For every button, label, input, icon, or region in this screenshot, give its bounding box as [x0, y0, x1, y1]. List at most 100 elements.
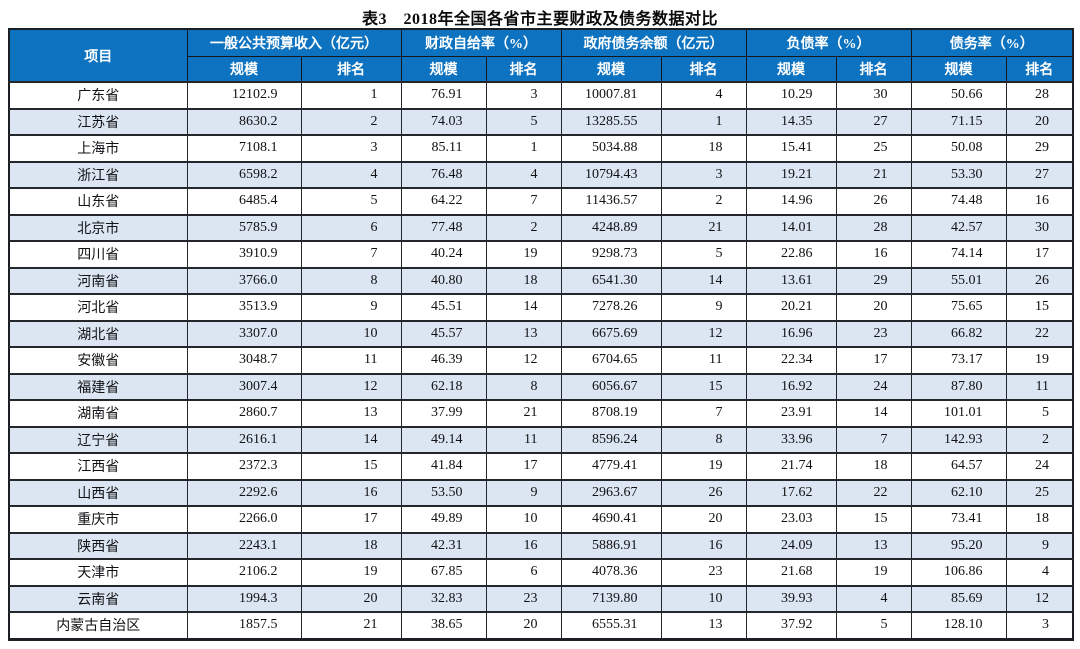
group-header-debt-ratio: 债务率（%）: [910, 28, 1074, 57]
province-name: 江西省: [8, 452, 188, 481]
value-cell: 24.09: [745, 531, 837, 560]
value-cell: 17.62: [745, 478, 837, 507]
value-cell: 7108.1: [186, 134, 302, 163]
value-cell: 3307.0: [186, 319, 302, 348]
rank-cell: 15: [835, 505, 912, 534]
value-cell: 12102.9: [186, 81, 302, 110]
rank-cell: 12: [1005, 584, 1074, 613]
value-cell: 13.61: [745, 266, 837, 295]
rank-cell: 2: [1005, 425, 1074, 454]
rank-cell: 21: [660, 213, 747, 242]
rank-cell: 11: [660, 346, 747, 375]
value-cell: 2243.1: [186, 531, 302, 560]
sub-header-scale: 规模: [400, 56, 487, 83]
sub-header-rank: 排名: [835, 56, 912, 83]
value-cell: 74.14: [910, 240, 1007, 269]
value-cell: 64.22: [400, 187, 487, 216]
rank-cell: 9: [660, 293, 747, 322]
rank-cell: 12: [300, 372, 402, 401]
rank-cell: 20: [485, 611, 562, 640]
rank-cell: 8: [660, 425, 747, 454]
rank-cell: 16: [660, 531, 747, 560]
rank-cell: 24: [835, 372, 912, 401]
table-row: 北京市 5785.9 6 77.48 2 4248.89 21 14.01 28 42.57 30: [8, 213, 1074, 242]
rank-cell: 2: [485, 213, 562, 242]
province-name: 河南省: [8, 266, 188, 295]
rank-cell: 14: [835, 399, 912, 428]
rank-cell: 5: [485, 107, 562, 136]
rank-cell: 8: [485, 372, 562, 401]
rank-cell: 4: [485, 160, 562, 189]
table-row: 浙江省 6598.2 4 76.48 4 10794.43 3 19.21 21 53.30 27: [8, 160, 1074, 189]
rank-cell: 9: [1005, 531, 1074, 560]
table-row: 四川省 3910.9 7 40.24 19 9298.73 5 22.86 16 74.14 17: [8, 240, 1074, 269]
group-header-liability-ratio: 负债率（%）: [745, 28, 912, 57]
rank-cell: 18: [485, 266, 562, 295]
rank-cell: 9: [300, 293, 402, 322]
table-row: 天津市 2106.2 19 67.85 6 4078.36 23 21.68 19 106.86 4: [8, 558, 1074, 587]
rank-cell: 26: [835, 187, 912, 216]
rank-cell: 2: [660, 187, 747, 216]
rank-cell: 19: [1005, 346, 1074, 375]
value-cell: 16.96: [745, 319, 837, 348]
rank-cell: 20: [300, 584, 402, 613]
rank-cell: 17: [1005, 240, 1074, 269]
sub-header-scale: 规模: [560, 56, 662, 83]
value-cell: 10007.81: [560, 81, 662, 110]
sub-header-rank: 排名: [1005, 56, 1074, 83]
sub-header-scale: 规模: [910, 56, 1007, 83]
rank-cell: 4: [835, 584, 912, 613]
value-cell: 5785.9: [186, 213, 302, 242]
table-row: 辽宁省 2616.1 14 49.14 11 8596.24 8 33.96 7 142.93 2: [8, 425, 1074, 454]
value-cell: 32.83: [400, 584, 487, 613]
table-row: 内蒙古自治区 1857.5 21 38.65 20 6555.31 13 37.92 5 128.…: [8, 611, 1074, 640]
rank-cell: 9: [485, 478, 562, 507]
rank-cell: 7: [835, 425, 912, 454]
rank-cell: 19: [660, 452, 747, 481]
value-cell: 5034.88: [560, 134, 662, 163]
value-cell: 4779.41: [560, 452, 662, 481]
rank-cell: 18: [1005, 505, 1074, 534]
value-cell: 6056.67: [560, 372, 662, 401]
rank-cell: 6: [300, 213, 402, 242]
value-cell: 106.86: [910, 558, 1007, 587]
rank-cell: 29: [1005, 134, 1074, 163]
rank-cell: 10: [300, 319, 402, 348]
table-row: 河南省 3766.0 8 40.80 18 6541.30 14 13.61 29 55.01 26: [8, 266, 1074, 295]
rank-cell: 18: [300, 531, 402, 560]
table-row: 广东省 12102.9 1 76.91 3 10007.81 4 10.29 30 50.66 28: [8, 81, 1074, 110]
rank-cell: 4: [660, 81, 747, 110]
value-cell: 14.96: [745, 187, 837, 216]
sub-header-rank: 排名: [485, 56, 562, 83]
rank-cell: 28: [1005, 81, 1074, 110]
value-cell: 10794.43: [560, 160, 662, 189]
rank-cell: 26: [660, 478, 747, 507]
table-row: 云南省 1994.3 20 32.83 23 7139.80 10 39.93 4 85.69 12: [8, 584, 1074, 613]
value-cell: 3910.9: [186, 240, 302, 269]
value-cell: 13285.55: [560, 107, 662, 136]
value-cell: 128.10: [910, 611, 1007, 640]
rank-cell: 5: [660, 240, 747, 269]
rank-cell: 23: [485, 584, 562, 613]
province-name: 福建省: [8, 372, 188, 401]
value-cell: 1857.5: [186, 611, 302, 640]
value-cell: 37.92: [745, 611, 837, 640]
rank-cell: 12: [660, 319, 747, 348]
value-cell: 67.85: [400, 558, 487, 587]
value-cell: 8596.24: [560, 425, 662, 454]
value-cell: 23.03: [745, 505, 837, 534]
value-cell: 2372.3: [186, 452, 302, 481]
value-cell: 2106.2: [186, 558, 302, 587]
value-cell: 76.91: [400, 81, 487, 110]
table-row: 山东省 6485.4 5 64.22 7 11436.57 2 14.96 26 74.48 16: [8, 187, 1074, 216]
value-cell: 20.21: [745, 293, 837, 322]
value-cell: 76.48: [400, 160, 487, 189]
value-cell: 2860.7: [186, 399, 302, 428]
rank-cell: 15: [660, 372, 747, 401]
rank-cell: 19: [300, 558, 402, 587]
rank-cell: 25: [835, 134, 912, 163]
value-cell: 22.86: [745, 240, 837, 269]
province-name: 河北省: [8, 293, 188, 322]
province-name: 山西省: [8, 478, 188, 507]
province-name: 山东省: [8, 187, 188, 216]
